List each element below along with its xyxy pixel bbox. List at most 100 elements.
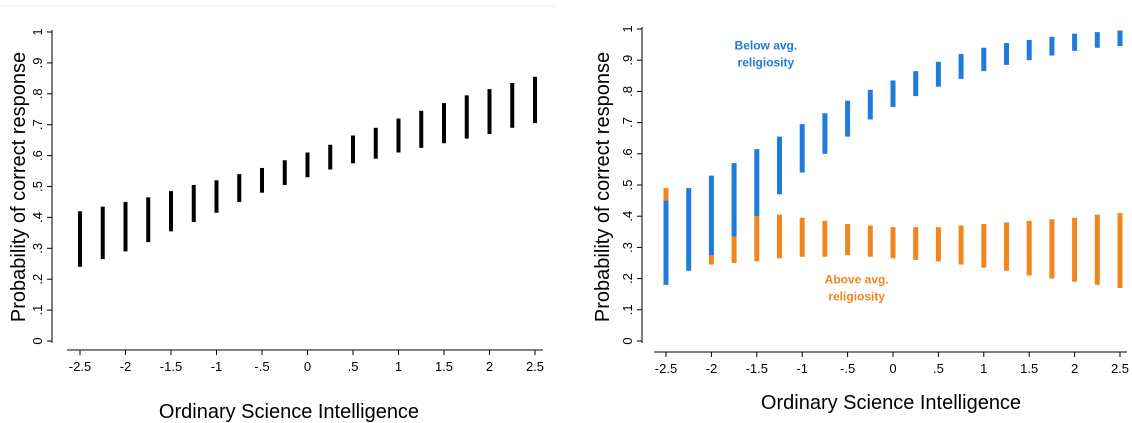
range-bar bbox=[822, 113, 828, 154]
range-bar bbox=[845, 100, 851, 137]
range-bar bbox=[123, 201, 128, 252]
range-bar bbox=[1004, 222, 1009, 271]
y-tick-label: .5 bbox=[30, 181, 45, 192]
range-bar bbox=[799, 217, 805, 257]
x-tick-label: -1.5 bbox=[160, 359, 182, 374]
range-bar bbox=[777, 136, 782, 195]
range-bar bbox=[1072, 33, 1078, 51]
range-bar bbox=[1117, 213, 1123, 288]
x-tick-label: 2 bbox=[486, 359, 493, 374]
y-tick-label: .6 bbox=[620, 148, 635, 159]
x-tick-label: 1 bbox=[980, 361, 987, 376]
left-y-axis-label: Probability of correct response bbox=[8, 52, 30, 322]
range-bar bbox=[260, 167, 264, 193]
range-bar bbox=[777, 214, 782, 259]
right-x-axis-label: Ordinary Science Intelligence bbox=[761, 392, 1021, 414]
y-tick-label: .8 bbox=[620, 86, 635, 97]
range-bar bbox=[1094, 32, 1100, 48]
range-bar bbox=[754, 149, 760, 217]
x-tick-label: -2.5 bbox=[655, 361, 677, 376]
range-bar bbox=[867, 89, 873, 120]
range-bar bbox=[1026, 39, 1032, 61]
y-tick-label: .5 bbox=[620, 180, 635, 191]
range-bar bbox=[1049, 219, 1055, 279]
y-tick-label: 0 bbox=[620, 337, 635, 344]
x-tick-label: -.5 bbox=[254, 359, 269, 374]
series-annotation: religiosity bbox=[828, 289, 885, 303]
range-bar bbox=[1094, 214, 1100, 285]
chart-left: Probability of correct response Ordinary… bbox=[0, 5, 555, 423]
y-tick-label: .3 bbox=[30, 243, 45, 254]
x-tick-label: -1 bbox=[796, 361, 808, 376]
x-tick-label: 2 bbox=[1071, 361, 1078, 376]
series-annotation: Above avg. bbox=[825, 272, 889, 286]
y-tick-label: .4 bbox=[620, 211, 635, 222]
y-tick-label: .1 bbox=[30, 305, 45, 316]
range-bar bbox=[958, 53, 964, 79]
range-bar bbox=[890, 80, 896, 107]
range-bar bbox=[1026, 220, 1032, 276]
range-bar bbox=[913, 227, 919, 260]
range-bar bbox=[169, 191, 173, 232]
range-bar bbox=[487, 89, 492, 134]
y-tick-label: 1 bbox=[620, 25, 635, 32]
range-bar bbox=[708, 253, 714, 265]
y-tick-label: .7 bbox=[30, 119, 45, 130]
range-bar bbox=[78, 211, 82, 267]
series-annotation: religiosity bbox=[738, 55, 795, 69]
range-bar bbox=[935, 61, 941, 87]
y-tick-label: .2 bbox=[30, 274, 45, 285]
y-tick-label: .1 bbox=[620, 304, 635, 315]
y-tick-label: .3 bbox=[620, 242, 635, 253]
range-bar bbox=[731, 236, 737, 263]
range-bar bbox=[935, 227, 941, 262]
x-tick-label: .5 bbox=[348, 359, 359, 374]
y-tick-label: .9 bbox=[620, 55, 635, 66]
x-tick-label: 2.5 bbox=[526, 359, 544, 374]
range-bar bbox=[731, 163, 737, 237]
range-bar bbox=[845, 224, 851, 256]
range-bar bbox=[754, 216, 760, 262]
range-bar bbox=[890, 227, 896, 259]
left-x-axis-label: Ordinary Science Intelligence bbox=[159, 401, 419, 423]
y-tick-label: 1 bbox=[30, 28, 45, 35]
range-bar bbox=[1072, 217, 1078, 282]
range-bar bbox=[214, 180, 219, 213]
x-tick-label: -1 bbox=[211, 359, 223, 374]
x-tick-label: 1.5 bbox=[1020, 361, 1038, 376]
range-bar bbox=[686, 188, 692, 271]
range-bar bbox=[958, 225, 964, 265]
x-tick-label: -2 bbox=[706, 361, 718, 376]
y-tick-label: .7 bbox=[620, 117, 635, 128]
x-tick-label: .5 bbox=[933, 361, 944, 376]
range-bar bbox=[1004, 43, 1009, 65]
range-bar bbox=[237, 174, 242, 202]
range-bar bbox=[510, 82, 515, 128]
y-tick-label: .6 bbox=[30, 150, 45, 161]
range-bar bbox=[146, 197, 151, 243]
y-tick-label: .9 bbox=[30, 57, 45, 68]
y-tick-label: .4 bbox=[30, 212, 45, 223]
x-tick-label: 0 bbox=[889, 361, 896, 376]
range-bar bbox=[373, 127, 378, 159]
range-bar bbox=[799, 124, 805, 173]
range-bar bbox=[533, 76, 537, 124]
range-bar bbox=[663, 200, 669, 285]
range-bar bbox=[913, 71, 919, 97]
range-bar bbox=[328, 144, 333, 170]
right-y-axis-label: Probability of correct response bbox=[592, 52, 614, 322]
y-tick-label: .8 bbox=[30, 88, 45, 99]
range-bar bbox=[708, 175, 714, 256]
range-bar bbox=[442, 103, 446, 144]
x-tick-label: 1 bbox=[395, 359, 402, 374]
range-bar bbox=[867, 225, 873, 257]
y-tick-label: .2 bbox=[620, 273, 635, 284]
range-bar bbox=[396, 118, 401, 153]
x-tick-label: -2 bbox=[120, 359, 132, 374]
x-tick-label: -.5 bbox=[840, 361, 855, 376]
x-tick-label: -1.5 bbox=[746, 361, 768, 376]
range-bar bbox=[351, 135, 355, 164]
y-tick-label: 0 bbox=[30, 337, 45, 344]
x-tick-label: -2.5 bbox=[69, 359, 91, 374]
x-tick-label: 0 bbox=[304, 359, 311, 374]
